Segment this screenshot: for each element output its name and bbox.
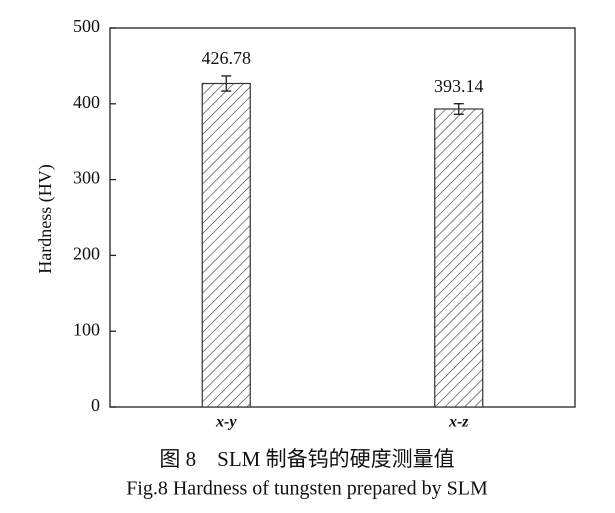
y-tick-label: 200 (73, 244, 100, 264)
y-tick-label: 100 (73, 319, 100, 339)
y-tick-label: 400 (73, 92, 100, 112)
error-bar (221, 75, 232, 92)
bar (201, 82, 251, 408)
y-tick-label: 300 (73, 168, 100, 188)
caption-en: Fig.8 Hardness of tungsten prepared by S… (126, 478, 488, 500)
value-label: 393.14 (434, 76, 484, 96)
y-tick-label: 500 (73, 16, 100, 36)
plot-frame (109, 27, 576, 408)
y-axis-label: Hardness (HV) (35, 164, 56, 273)
value-label: 426.78 (202, 48, 252, 68)
x-tick-label: x-y (215, 414, 237, 431)
error-bar (453, 103, 464, 115)
x-tick-label: x-z (448, 414, 469, 431)
bar (434, 108, 484, 408)
y-tick-label: 0 (91, 395, 100, 415)
caption-cn: 图 8 SLM 制备钨的硬度测量值 (159, 447, 454, 471)
